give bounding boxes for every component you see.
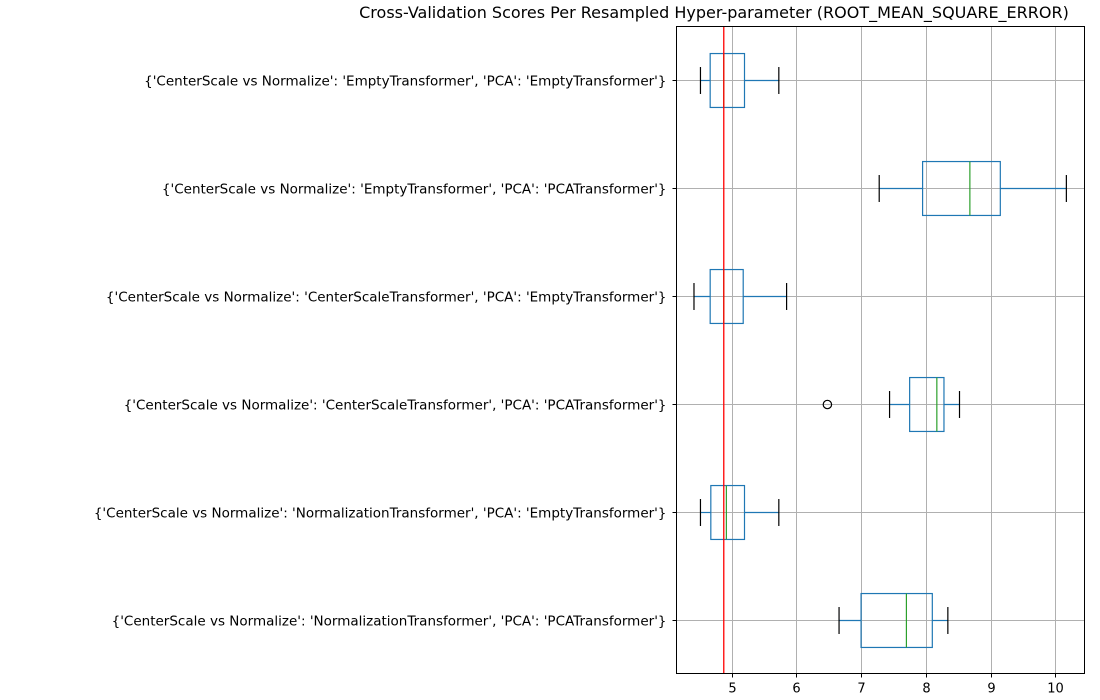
category-label: {'CenterScale vs Normalize': 'CenterScal… (106, 290, 667, 306)
box-iqr (710, 484, 746, 541)
box-iqr (709, 268, 744, 325)
box-iqr (709, 52, 746, 109)
category-label: {'CenterScale vs Normalize': 'Normalizat… (94, 506, 667, 522)
category-label: {'CenterScale vs Normalize': 'CenterScal… (124, 398, 667, 414)
x-tick-label: 10 (1047, 682, 1064, 697)
box-iqr (860, 592, 933, 649)
box-group (699, 484, 780, 541)
outlier-point (822, 399, 833, 410)
plot-frame (676, 26, 1085, 674)
tick-layer: 5 6 7 8 9 10 (672, 80, 1064, 697)
box-iqr (909, 376, 945, 433)
x-tick-label: 6 (792, 682, 800, 697)
label-layer: {'CenterScale vs Normalize': 'EmptyTrans… (94, 74, 667, 630)
box-group (838, 592, 949, 649)
box-iqr (921, 160, 1001, 217)
category-label: {'CenterScale vs Normalize': 'EmptyTrans… (162, 182, 667, 198)
category-label: {'CenterScale vs Normalize': 'EmptyTrans… (144, 74, 666, 90)
grid-layer (676, 26, 1085, 674)
category-label: {'CenterScale vs Normalize': 'Normalizat… (112, 614, 667, 630)
x-tick-label: 7 (857, 682, 865, 697)
box-group (878, 160, 1067, 217)
x-tick-label: 5 (728, 682, 736, 697)
chart-title: Cross-Validation Scores Per Resampled Hy… (359, 3, 1069, 23)
x-tick-label: 9 (987, 682, 995, 697)
box-layer (693, 26, 1067, 674)
x-tick-label: 8 (922, 682, 930, 697)
box-group (822, 376, 961, 433)
